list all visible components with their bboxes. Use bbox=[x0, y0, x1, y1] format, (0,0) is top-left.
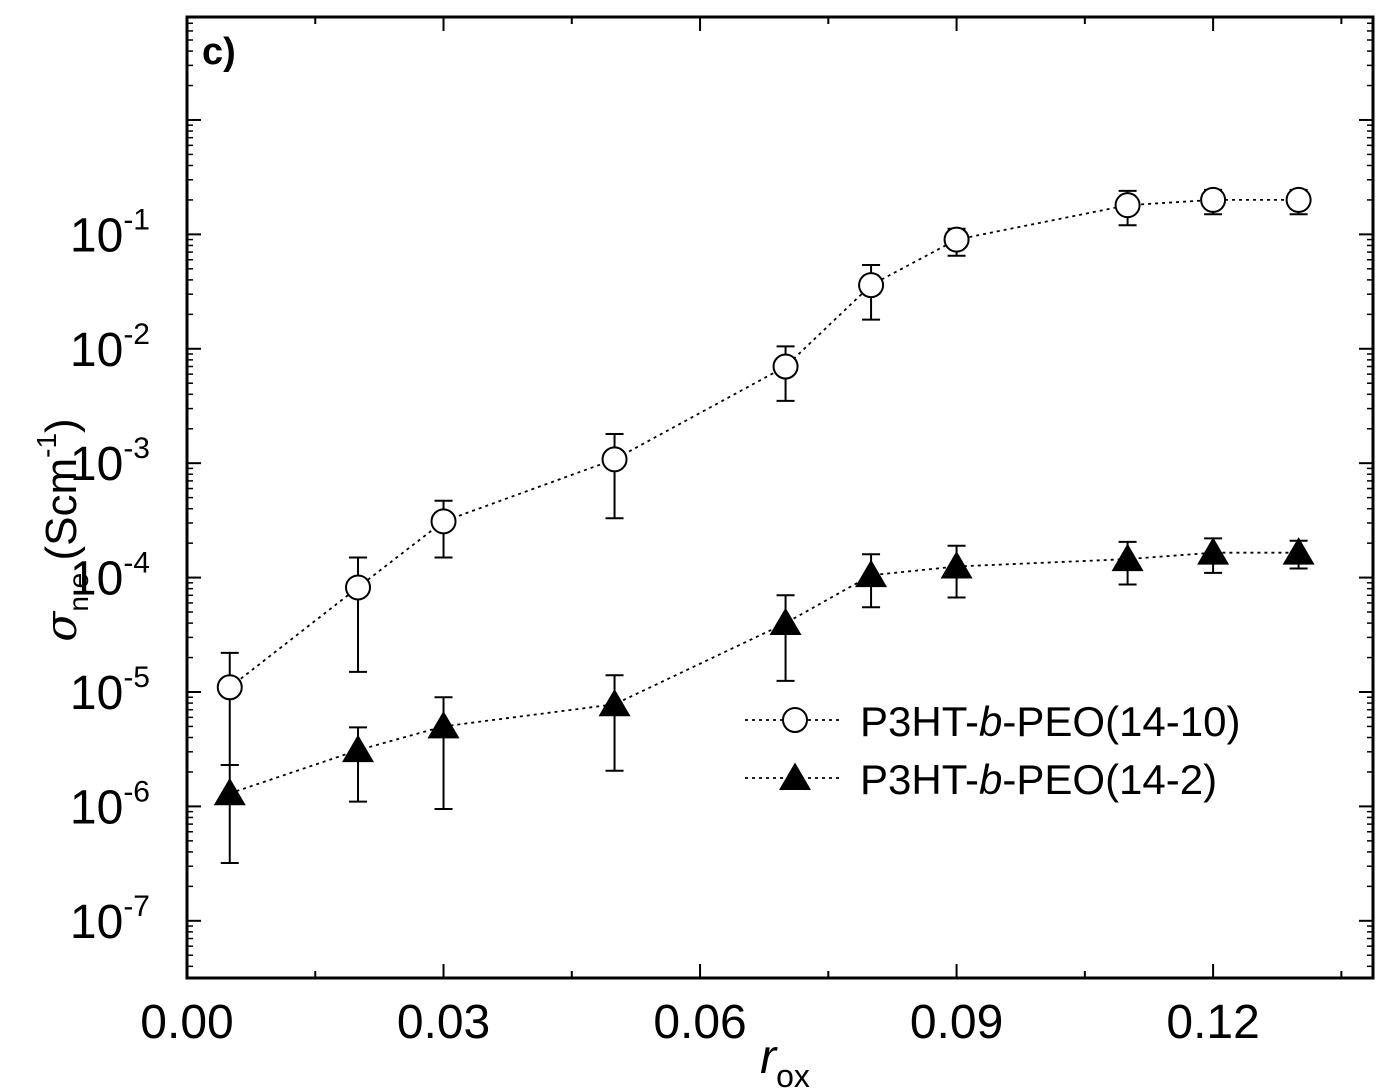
data-point bbox=[1114, 192, 1141, 219]
x-tick-label: 0.09 bbox=[910, 996, 1003, 1049]
y-tick-label: 10-7 bbox=[70, 890, 150, 949]
plot-frame bbox=[185, 15, 1375, 980]
data-point bbox=[1111, 543, 1144, 572]
y-axis-label: σn,e (Scm-1) bbox=[31, 418, 94, 641]
data-point bbox=[943, 226, 970, 253]
x-axis-label: rox bbox=[760, 1031, 810, 1090]
legend-marker bbox=[778, 762, 812, 790]
y-tick-label: 10-2 bbox=[70, 318, 150, 377]
panel-label: c) bbox=[202, 31, 236, 73]
x-tick-label: 0.12 bbox=[1166, 996, 1259, 1049]
data-point bbox=[1197, 537, 1230, 565]
legend-entry-2: P3HT-b-PEO(14-2) bbox=[745, 756, 1217, 803]
y-tick-label: 10-3 bbox=[70, 432, 150, 491]
data-point bbox=[1200, 186, 1227, 213]
data-point bbox=[772, 353, 799, 380]
legend-marker bbox=[782, 707, 808, 733]
data-point bbox=[213, 777, 246, 806]
data-point bbox=[601, 446, 628, 473]
x-tick-label: 0.00 bbox=[140, 996, 233, 1049]
data-point bbox=[1282, 537, 1315, 565]
x-tick-label: 0.03 bbox=[397, 996, 490, 1049]
plot-layer: 0.00 0.03 0.06 0.09 0.12 10-7 10-6 10-5 10-4 10-3… bbox=[31, 15, 1375, 1090]
data-point bbox=[216, 674, 243, 701]
data-point bbox=[769, 607, 802, 636]
y-tick-label: 10-6 bbox=[70, 775, 150, 834]
data-point bbox=[430, 508, 457, 535]
data-point bbox=[342, 734, 375, 763]
data-point bbox=[345, 574, 372, 601]
series-1 bbox=[220, 188, 1308, 767]
legend-label: P3HT-b-PEO(14-10) bbox=[860, 698, 1240, 745]
legend-label: P3HT-b-PEO(14-2) bbox=[860, 756, 1217, 803]
data-point bbox=[1285, 186, 1312, 213]
y-tick-label: 10-5 bbox=[70, 661, 150, 720]
legend-entry-1: P3HT-b-PEO(14-10) bbox=[745, 698, 1240, 745]
data-point bbox=[855, 559, 888, 588]
data-point bbox=[858, 272, 885, 299]
y-tick-label: 10-1 bbox=[70, 203, 150, 262]
y-tick-label: 10-4 bbox=[70, 547, 150, 606]
data-point bbox=[427, 710, 460, 739]
data-point bbox=[598, 688, 631, 717]
data-point bbox=[940, 551, 973, 579]
series-line bbox=[229, 199, 1299, 689]
x-tick-label: 0.06 bbox=[653, 996, 746, 1049]
